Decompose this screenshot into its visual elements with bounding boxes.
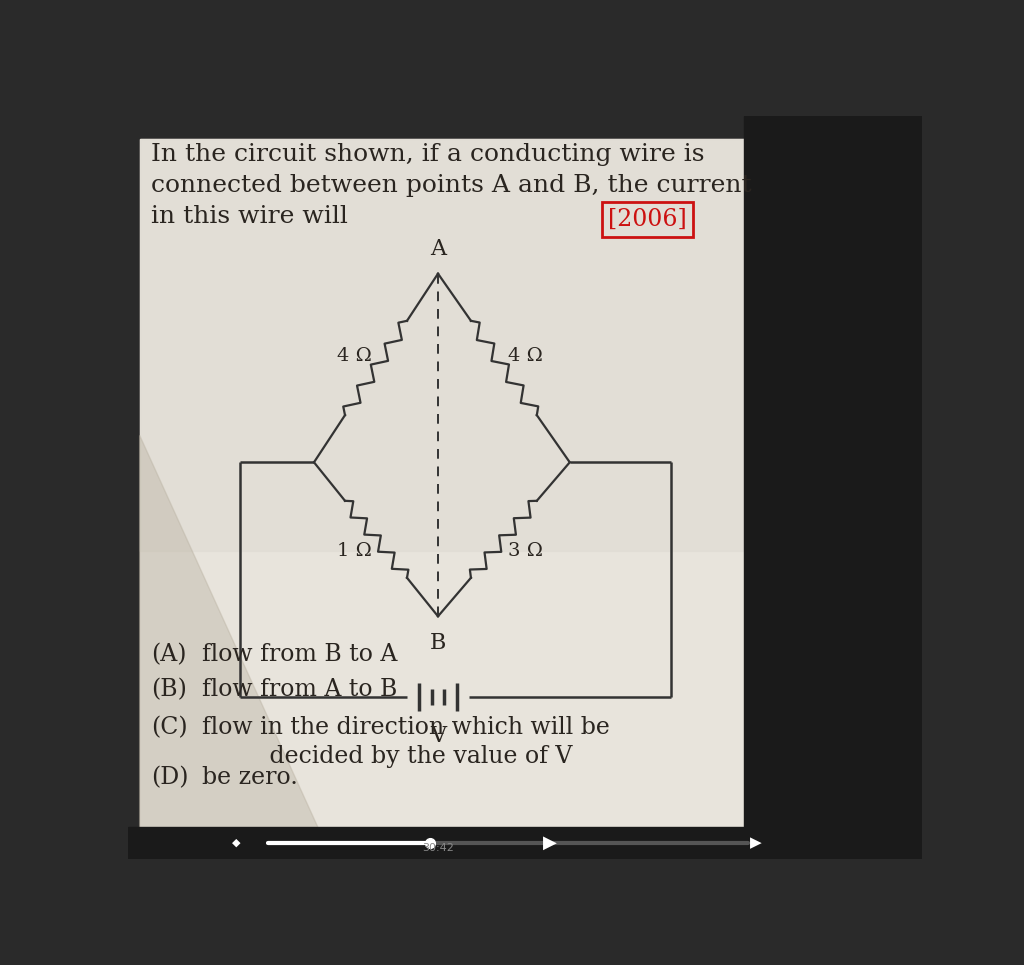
Text: ▶: ▶ xyxy=(544,834,557,852)
Text: B: B xyxy=(430,632,446,653)
Text: 4 Ω: 4 Ω xyxy=(508,347,543,366)
Text: ◆: ◆ xyxy=(232,838,241,847)
Text: (D): (D) xyxy=(152,766,188,789)
Text: 3 Ω: 3 Ω xyxy=(508,542,543,560)
Bar xyxy=(139,139,744,836)
Text: 30:42: 30:42 xyxy=(422,842,454,853)
Bar xyxy=(139,139,744,551)
Text: (A): (A) xyxy=(152,644,186,666)
Text: flow from B to A: flow from B to A xyxy=(202,644,397,666)
Text: In the circuit shown, if a conducting wire is
connected between points A and B, : In the circuit shown, if a conducting wi… xyxy=(152,143,752,228)
Text: A: A xyxy=(430,237,446,260)
Text: flow from A to B: flow from A to B xyxy=(202,677,397,701)
Text: V: V xyxy=(430,725,446,747)
Text: be zero.: be zero. xyxy=(202,766,298,789)
Text: flow in the direction which will be
         decided by the value of V: flow in the direction which will be deci… xyxy=(202,716,609,768)
Text: (B): (B) xyxy=(152,677,187,701)
Text: 4 Ω: 4 Ω xyxy=(337,347,372,366)
Text: ▶: ▶ xyxy=(750,835,762,850)
Bar xyxy=(128,826,922,859)
Polygon shape xyxy=(139,435,322,836)
Text: 1 Ω: 1 Ω xyxy=(337,542,372,560)
Text: (C): (C) xyxy=(152,716,187,739)
Text: [2006]: [2006] xyxy=(608,208,687,232)
Bar xyxy=(744,116,922,859)
